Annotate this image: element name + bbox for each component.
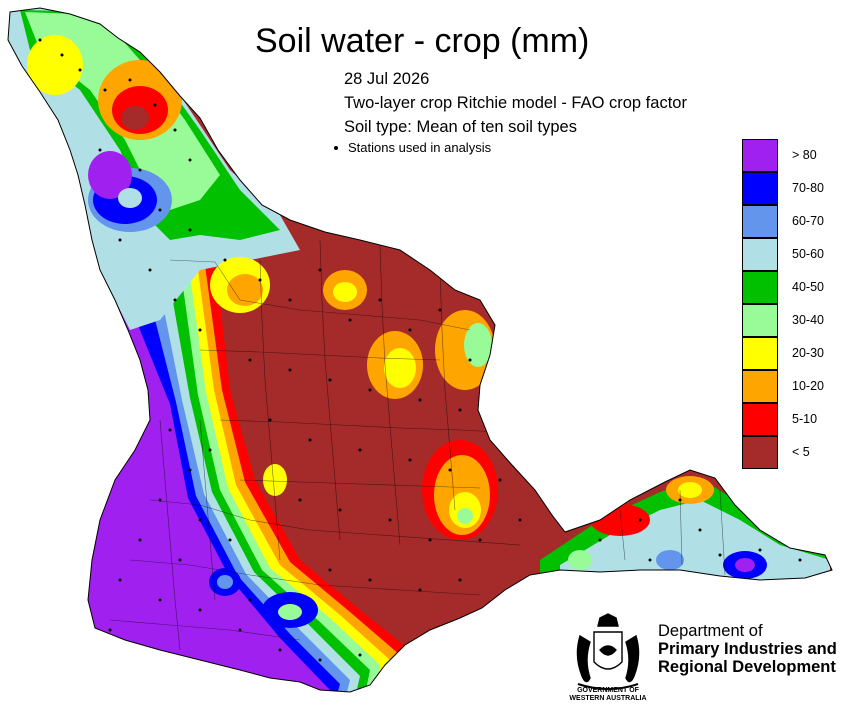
map-title: Soil water - crop (mm) bbox=[255, 22, 590, 60]
station-markers bbox=[38, 38, 802, 662]
legend: > 80 70-80 60-70 50-60 40-50 30-40 20-30… bbox=[742, 139, 852, 469]
legend-item: > 80 bbox=[742, 139, 852, 172]
government-caption: GOVERNMENT OF WESTERN AUSTRALIA bbox=[569, 687, 647, 702]
legend-item: 10-20 bbox=[742, 370, 852, 403]
government-crest-icon bbox=[576, 613, 640, 690]
stations-note: Stations used in analysis bbox=[334, 140, 491, 155]
legend-swatch bbox=[742, 337, 778, 370]
legend-swatch bbox=[742, 370, 778, 403]
legend-label: 30-40 bbox=[792, 313, 824, 327]
legend-item: 70-80 bbox=[742, 172, 852, 205]
legend-label: 50-60 bbox=[792, 247, 824, 261]
legend-label: 5-10 bbox=[792, 412, 818, 426]
legend-swatch bbox=[742, 271, 778, 304]
legend-label: 40-50 bbox=[792, 280, 824, 294]
model-description: Two-layer crop Ritchie model - FAO crop … bbox=[344, 94, 687, 112]
legend-swatch bbox=[742, 172, 778, 205]
legend-label: 20-30 bbox=[792, 346, 824, 360]
legend-label: 60-70 bbox=[792, 214, 824, 228]
legend-label: < 5 bbox=[792, 445, 810, 459]
legend-item: 40-50 bbox=[742, 271, 852, 304]
department-name: Department of Primary Industries and Reg… bbox=[658, 622, 837, 676]
legend-label: 10-20 bbox=[792, 379, 824, 393]
legend-item: 20-30 bbox=[742, 337, 852, 370]
legend-swatch bbox=[742, 238, 778, 271]
legend-swatch bbox=[742, 403, 778, 436]
legend-item: 50-60 bbox=[742, 238, 852, 271]
station-dot-icon bbox=[334, 145, 338, 150]
legend-label: 70-80 bbox=[792, 181, 824, 195]
legend-item: 5-10 bbox=[742, 403, 852, 436]
map-date: 28 Jul 2026 bbox=[344, 70, 430, 88]
stations-label: Stations used in analysis bbox=[348, 140, 492, 155]
legend-item: < 5 bbox=[742, 436, 852, 469]
legend-item: 60-70 bbox=[742, 205, 852, 238]
legend-item: 30-40 bbox=[742, 304, 852, 337]
legend-swatch bbox=[742, 139, 778, 172]
legend-swatch bbox=[742, 304, 778, 337]
legend-swatch bbox=[742, 436, 778, 469]
legend-label: > 80 bbox=[792, 148, 817, 162]
legend-swatch bbox=[742, 205, 778, 238]
soil-type-description: Soil type: Mean of ten soil types bbox=[344, 118, 577, 136]
